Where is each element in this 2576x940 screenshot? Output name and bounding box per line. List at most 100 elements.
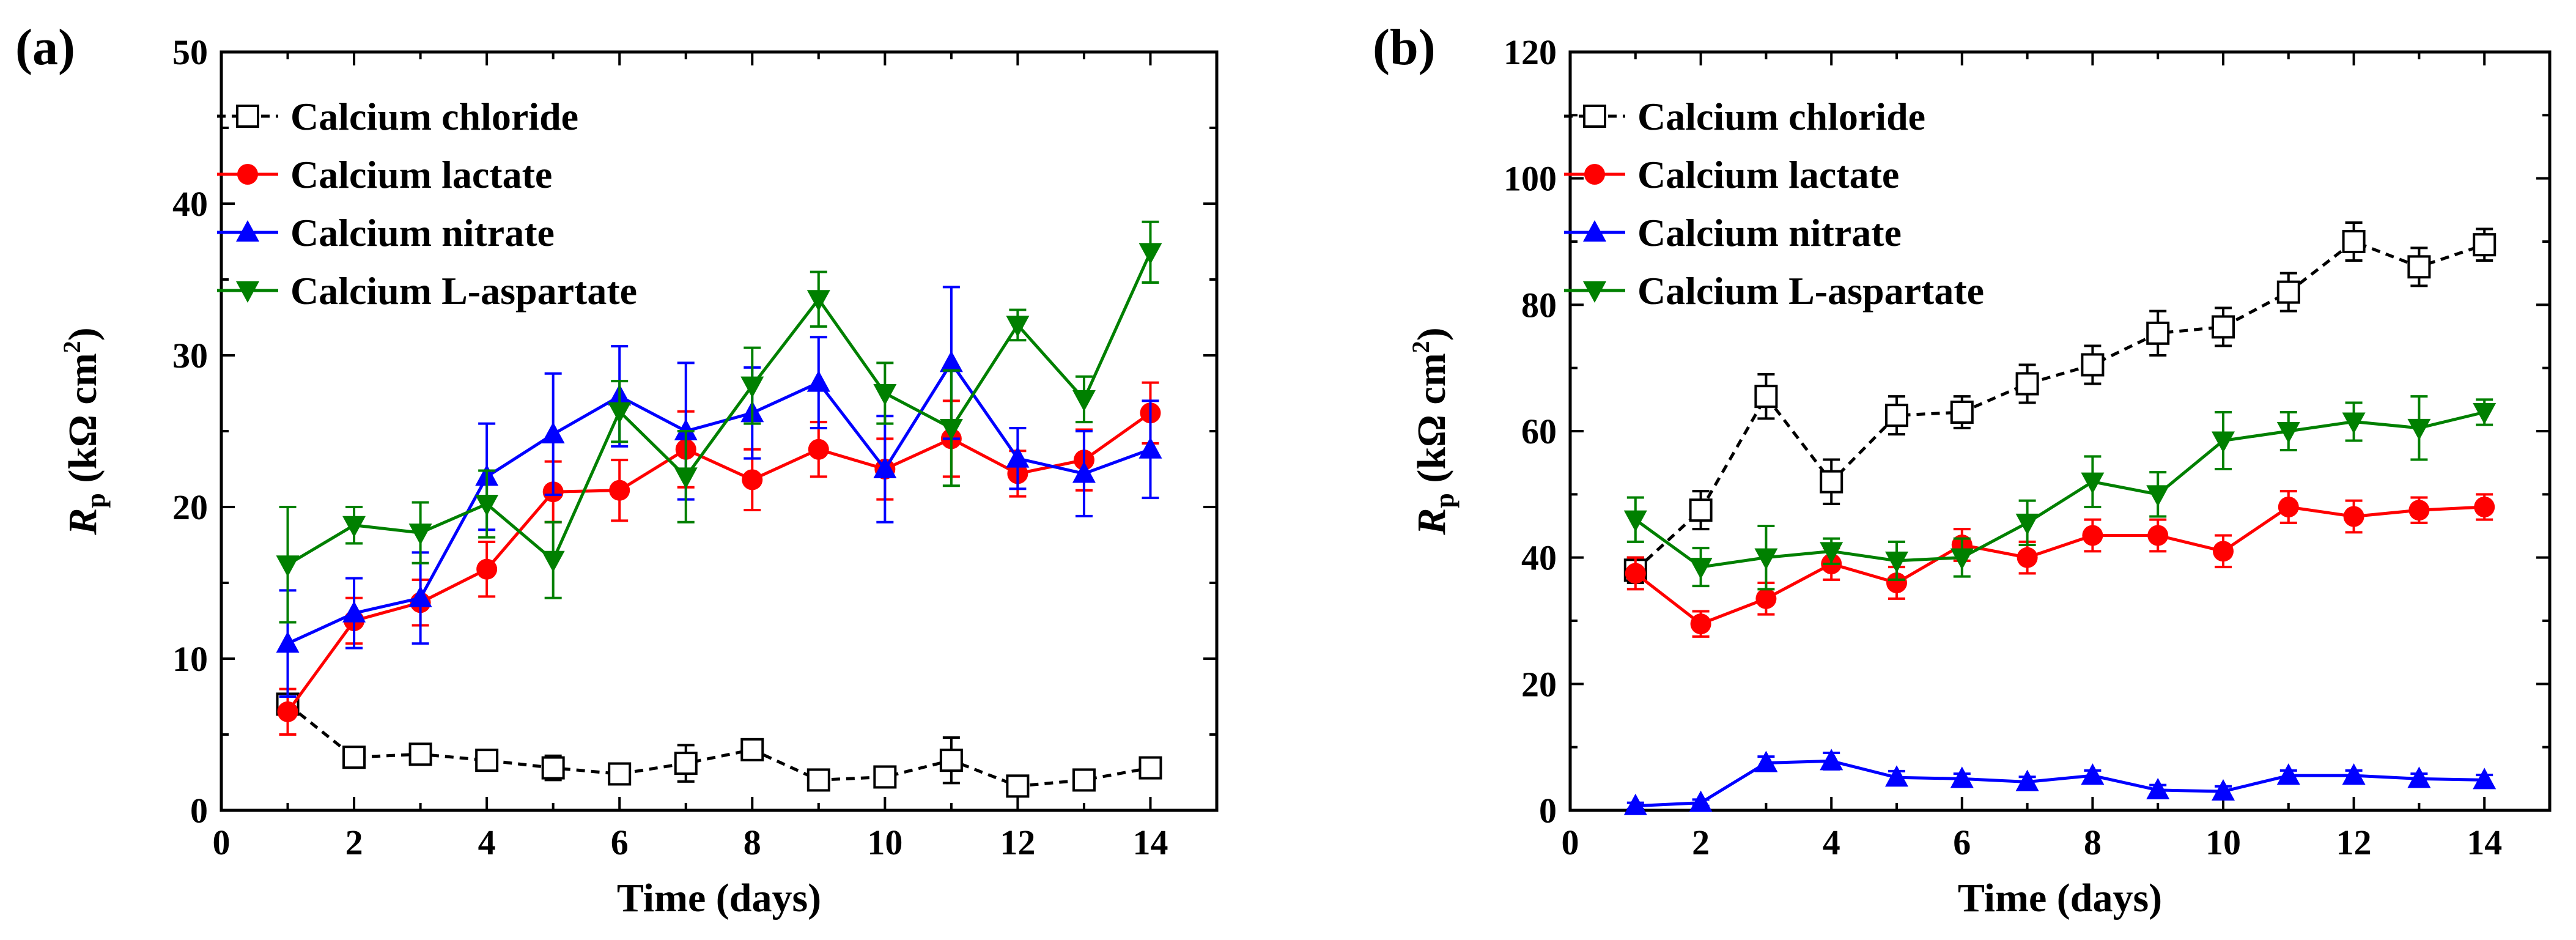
data-point-calcium-lactate: [1886, 572, 1907, 593]
data-point-calcium-l-aspartate: [873, 384, 897, 405]
x-tick-label-b: 6: [1953, 823, 1971, 862]
data-point-calcium-nitrate: [276, 631, 300, 653]
data-point-calcium-lactate: [2278, 497, 2299, 517]
legend-label: Calcium lactate: [290, 153, 552, 196]
data-point-calcium-chloride: [541, 756, 565, 780]
legend-entry-calcium-lactate-b: Calcium lactate: [1564, 153, 1899, 196]
data-point-calcium-chloride: [2342, 230, 2366, 253]
data-point-calcium-l-aspartate: [1885, 551, 1908, 573]
data-point-calcium-chloride: [1689, 498, 1713, 522]
series-line-calcium-lactate: [1634, 505, 2485, 626]
data-point-calcium-lactate: [2343, 506, 2364, 527]
legend-marker: [236, 105, 259, 128]
x-tick-label-a: 12: [1000, 823, 1035, 862]
y-tick-label-a: 0: [190, 791, 208, 831]
data-point-calcium-nitrate: [541, 421, 565, 443]
data-point-calcium-l-aspartate: [276, 555, 300, 577]
series-calcium-chloride-b: [1623, 221, 2497, 584]
data-point-calcium-nitrate: [1072, 461, 1096, 483]
series-calcium-lactate-a: [277, 381, 1161, 736]
x-tick-label-b: 14: [2467, 823, 2502, 862]
data-point-calcium-nitrate: [2473, 768, 2497, 790]
x-tick-label-a: 14: [1132, 823, 1168, 862]
data-point-calcium-nitrate: [2015, 769, 2039, 791]
legend-label: Calcium nitrate: [1637, 211, 1902, 254]
x-tick-label-b: 0: [1562, 823, 1579, 862]
data-point-calcium-chloride: [2407, 255, 2431, 279]
data-point-calcium-nitrate: [408, 585, 432, 607]
legend-entry-calcium-lactate-a: Calcium lactate: [217, 153, 552, 196]
data-point-calcium-nitrate: [1754, 750, 1778, 772]
data-point-calcium-chloride: [2015, 372, 2039, 396]
legend-entry-calcium-chloride-a: Calcium chloride: [217, 95, 578, 138]
data-point-calcium-l-aspartate: [2212, 431, 2235, 453]
data-point-calcium-l-aspartate: [541, 550, 565, 572]
legend-entry-calcium-l-aspartate-b: Calcium L-aspartate: [1564, 269, 1984, 313]
data-point-calcium-nitrate: [1689, 790, 1713, 812]
series-calcium-chloride-a: [276, 692, 1162, 798]
data-point-calcium-nitrate: [1820, 749, 1843, 771]
x-axis-title-b: Time (days): [1958, 876, 2162, 920]
data-point-calcium-chloride: [2081, 353, 2105, 377]
data-point-calcium-l-aspartate: [408, 524, 432, 546]
data-point-calcium-nitrate: [2276, 763, 2300, 785]
legend-label: Calcium chloride: [1637, 95, 1925, 138]
series-line-calcium-l-aspartate: [287, 251, 1152, 566]
data-point-calcium-l-aspartate: [608, 402, 632, 424]
data-point-calcium-l-aspartate: [740, 376, 764, 398]
data-point-calcium-chloride: [806, 768, 830, 792]
x-tick-label-a: 8: [744, 823, 761, 862]
data-point-calcium-nitrate: [2081, 763, 2105, 785]
panel-label-b: (b): [1373, 19, 1436, 76]
data-point-calcium-lactate: [742, 469, 763, 490]
data-point-calcium-l-aspartate: [2473, 403, 2497, 424]
data-point-calcium-chloride: [2276, 280, 2300, 304]
panel-label-a: (a): [15, 19, 75, 76]
legend-label: Calcium lactate: [1637, 153, 1899, 196]
data-point-calcium-nitrate: [873, 457, 897, 478]
x-tick-label-b: 10: [2205, 823, 2241, 862]
legend-marker: [237, 164, 258, 185]
data-point-calcium-l-aspartate: [2146, 485, 2170, 507]
legend-label: Calcium chloride: [290, 95, 578, 138]
data-point-calcium-l-aspartate: [2407, 418, 2431, 440]
y-tick-label-a: 50: [172, 32, 208, 72]
data-point-calcium-chloride: [1139, 756, 1162, 780]
y-tick-label-b: 120: [1504, 32, 1557, 72]
data-point-calcium-l-aspartate: [2015, 513, 2039, 535]
x-tick-label-a: 10: [867, 823, 902, 862]
data-point-calcium-l-aspartate: [1754, 548, 1778, 570]
data-point-calcium-chloride: [873, 765, 897, 789]
data-point-calcium-nitrate: [939, 350, 963, 372]
data-point-calcium-chloride: [674, 752, 698, 775]
data-point-calcium-nitrate: [2342, 763, 2366, 785]
data-point-calcium-chloride: [1885, 404, 1908, 427]
y-axis-title-a: Rp (kΩ cm2): [58, 327, 111, 535]
legend-label: Calcium nitrate: [290, 211, 555, 254]
data-point-calcium-l-aspartate: [1689, 558, 1713, 580]
data-point-calcium-l-aspartate: [1820, 542, 1843, 564]
data-point-calcium-l-aspartate: [1006, 316, 1030, 338]
data-point-calcium-lactate: [1690, 613, 1711, 635]
series-calcium-l-aspartate-a: [276, 220, 1162, 624]
data-point-calcium-chloride: [1820, 470, 1843, 494]
series-line-calcium-lactate: [286, 412, 1151, 713]
x-axis-title-a: Time (days): [617, 876, 821, 920]
legend-entry-calcium-nitrate-a: Calcium nitrate: [217, 211, 555, 254]
data-point-calcium-l-aspartate: [2081, 472, 2105, 494]
x-tick-label-b: 8: [2084, 823, 2102, 862]
series-calcium-nitrate-b: [1623, 749, 2497, 815]
data-point-calcium-l-aspartate: [1072, 390, 1096, 412]
legend-label: Calcium L-aspartate: [290, 269, 637, 313]
data-point-calcium-l-aspartate: [939, 419, 963, 441]
data-point-calcium-l-aspartate: [1950, 548, 1974, 570]
data-point-calcium-chloride: [740, 738, 764, 761]
panel-a: 0 2 4 6 8 10 12 14 0 10 20 30 40 50 Time (days) Rp (kΩ …: [15, 19, 1219, 920]
data-point-calcium-chloride: [1072, 768, 1096, 792]
data-point-calcium-lactate: [808, 439, 829, 460]
data-point-calcium-chloride: [342, 746, 366, 769]
data-point-calcium-nitrate: [2212, 779, 2235, 801]
data-point-calcium-chloride: [408, 742, 432, 766]
y-tick-label-b: 60: [1521, 412, 1557, 451]
data-point-calcium-chloride: [1950, 401, 1974, 424]
